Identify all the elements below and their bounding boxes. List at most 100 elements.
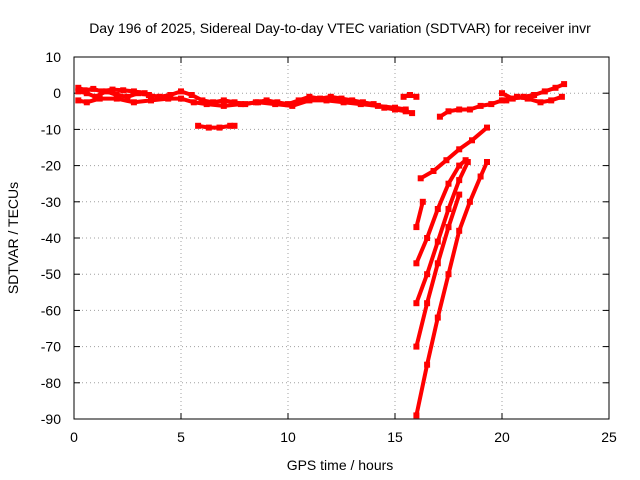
data-point [306, 97, 313, 104]
data-point [524, 95, 531, 102]
data-point [327, 93, 334, 100]
data-point [96, 95, 103, 102]
data-point [417, 175, 424, 182]
data-point [548, 97, 555, 104]
data-point [400, 93, 407, 100]
data-point [340, 99, 347, 106]
data-point [92, 93, 99, 100]
grid-lines [74, 57, 609, 419]
chart-title: Day 196 of 2025, Sidereal Day-to-day VTE… [89, 20, 591, 36]
axis-ticks: 0 5 10 15 20 25 10 0 -10 -20 -30 -40 -50 -60 -70 -80 -90 [41, 49, 617, 445]
y-tick-label: -50 [41, 266, 61, 282]
x-tick-label: 5 [177, 429, 185, 445]
data-point [531, 92, 538, 98]
data-point [445, 224, 452, 231]
data-point [188, 92, 195, 98]
y-tick-label: -40 [41, 230, 61, 246]
data-point [434, 238, 441, 245]
data-point [430, 168, 437, 174]
data-point [413, 300, 420, 307]
data-point [120, 87, 127, 94]
data-point [113, 95, 120, 102]
data-point [255, 99, 261, 106]
data-point [190, 99, 197, 106]
x-tick-label: 0 [70, 429, 78, 445]
y-axis-label: SDTVAR / TECUs [5, 182, 21, 294]
data-point [306, 93, 313, 100]
data-point [456, 227, 463, 234]
data-point [75, 88, 82, 95]
data-point [263, 97, 270, 104]
data-point [295, 97, 302, 104]
data-point [413, 93, 420, 100]
x-tick-label: 10 [280, 429, 296, 445]
data-point [466, 106, 473, 113]
data-point [195, 122, 202, 129]
x-axis-label: GPS time / hours [287, 457, 394, 473]
data-point [338, 95, 345, 102]
data-point [456, 146, 463, 153]
data-point [424, 235, 431, 241]
data-point [424, 271, 431, 278]
data-point [231, 99, 238, 106]
data-point [216, 124, 223, 131]
data-point [514, 93, 520, 100]
x-tick-label: 20 [494, 429, 510, 445]
data-point [220, 97, 227, 104]
data-point [374, 102, 381, 109]
data-point [148, 97, 154, 104]
data-point [541, 88, 548, 95]
series-line-9 [414, 199, 425, 230]
data-point [81, 87, 88, 94]
data-point [445, 180, 452, 187]
data-point [145, 92, 152, 98]
data-point [436, 113, 443, 120]
data-point [413, 412, 420, 419]
y-tick-label: -30 [41, 194, 61, 210]
data-point [445, 271, 452, 278]
data-point [407, 92, 413, 98]
y-tick-label: -20 [41, 158, 61, 174]
data-point [456, 162, 463, 169]
data-point [409, 110, 416, 117]
data-point [552, 84, 559, 91]
data-point [424, 361, 431, 368]
data-point [434, 206, 441, 212]
data-point [537, 99, 544, 106]
data-point [83, 99, 90, 106]
data-point [402, 106, 409, 113]
data-point [469, 137, 475, 144]
data-point [75, 97, 82, 104]
data-point [203, 101, 210, 108]
data-point [477, 102, 484, 109]
data-point [178, 88, 184, 95]
data-point [165, 95, 172, 102]
data-point [466, 198, 473, 205]
data-point [499, 97, 505, 104]
data-point [413, 343, 420, 350]
y-tick-label: -90 [41, 411, 61, 427]
data-point [237, 101, 244, 108]
data-point [75, 84, 82, 91]
data-point [109, 86, 116, 93]
data-point [456, 177, 463, 184]
data-point [434, 314, 441, 321]
data-point [349, 97, 356, 104]
data-point [357, 101, 364, 108]
y-tick-label: 0 [53, 85, 61, 101]
data-point [90, 85, 97, 92]
data-point [456, 191, 463, 198]
data-point [199, 97, 206, 104]
data-point [445, 108, 452, 115]
series-line-2 [76, 96, 408, 112]
data-point [141, 90, 148, 97]
data-point [413, 260, 420, 267]
data-point [323, 97, 330, 104]
data-point [424, 300, 431, 307]
data-point [205, 124, 212, 131]
data-point [558, 93, 565, 100]
y-tick-label: 10 [45, 49, 61, 65]
data-point [561, 81, 568, 88]
data-point [289, 102, 296, 109]
